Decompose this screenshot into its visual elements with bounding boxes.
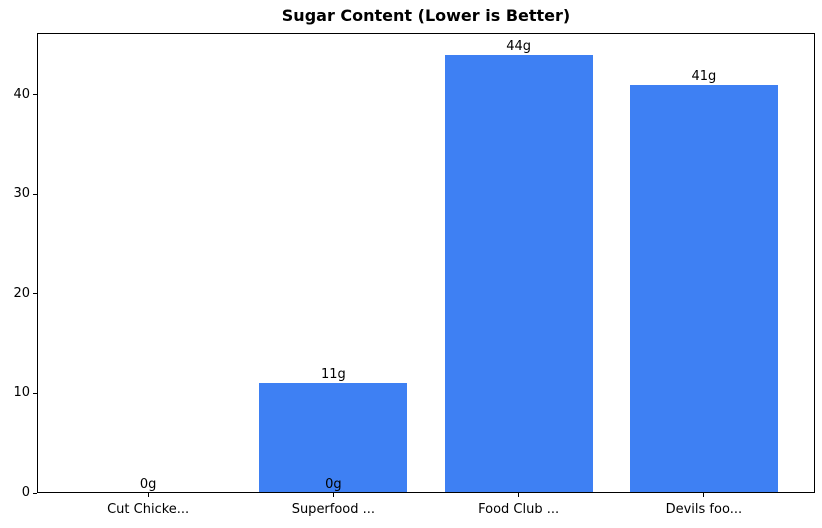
y-tick-label: 30 (13, 186, 30, 202)
y-tick-mark (33, 492, 37, 494)
y-tick-label: 40 (13, 86, 30, 102)
y-tick-mark (33, 94, 37, 96)
bar (629, 84, 778, 493)
bar-value-label: 41g (691, 68, 717, 84)
x-tick-mark (332, 493, 334, 497)
y-tick-label: 20 (13, 285, 30, 301)
extra-bar-value-label: 0g (325, 477, 342, 492)
y-tick-mark (33, 293, 37, 295)
x-tick-label: Superfood ... (291, 502, 376, 517)
x-tick-label: Devils foo... (665, 502, 743, 517)
plot-area-frame (37, 33, 815, 493)
bar (259, 383, 408, 493)
y-tick-mark (33, 392, 37, 394)
y-tick-mark (33, 193, 37, 195)
chart-title: Sugar Content (Lower is Better) (281, 6, 571, 25)
y-tick-label: 0 (21, 485, 30, 500)
bar-value-label: 44g (506, 38, 532, 54)
x-tick-label: Food Club ... (478, 502, 560, 517)
bar-value-label: 0g (139, 477, 157, 492)
bar-value-label: 11g (320, 367, 346, 383)
x-tick-mark (703, 493, 705, 497)
y-tick-label: 10 (13, 385, 30, 401)
x-tick-label: Cut Chicke... (107, 502, 190, 517)
bar (444, 54, 593, 493)
x-tick-mark (518, 493, 520, 497)
x-tick-mark (147, 493, 149, 497)
